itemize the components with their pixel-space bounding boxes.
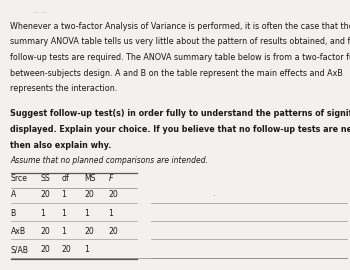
Text: SS: SS	[40, 174, 50, 183]
Text: B: B	[10, 209, 16, 218]
Text: 20: 20	[40, 190, 50, 199]
Text: 20: 20	[40, 245, 50, 254]
Text: 20: 20	[108, 227, 118, 236]
Text: between-subjects design. A and B on the table represent the main effects and AxB: between-subjects design. A and B on the …	[10, 69, 343, 77]
Text: MS: MS	[84, 174, 96, 183]
Text: 1: 1	[61, 190, 66, 199]
Text: Srce: Srce	[10, 174, 28, 183]
Text: represents the interaction.: represents the interaction.	[10, 84, 118, 93]
Text: 1: 1	[108, 209, 113, 218]
Text: 20: 20	[84, 227, 94, 236]
Text: Suggest follow-up test(s) in order fully to understand the patterns of significa: Suggest follow-up test(s) in order fully…	[10, 109, 350, 118]
Text: 1: 1	[84, 209, 89, 218]
Text: displayed. Explain your choice. If you believe that no follow-up tests are neces: displayed. Explain your choice. If you b…	[10, 125, 350, 134]
Text: 20: 20	[40, 227, 50, 236]
Text: 1: 1	[61, 209, 66, 218]
Text: 20: 20	[84, 190, 94, 199]
Text: A: A	[10, 190, 16, 199]
Text: df: df	[61, 174, 69, 183]
Text: 20: 20	[61, 245, 71, 254]
Text: Assume that no planned comparisons are intended.: Assume that no planned comparisons are i…	[10, 156, 209, 165]
Text: 1: 1	[61, 227, 66, 236]
Text: ... ...: ... ...	[33, 9, 47, 14]
Text: follow-up tests are required. The ANOVA summary table below is from a two-factor: follow-up tests are required. The ANOVA …	[10, 53, 350, 62]
Text: then also explain why.: then also explain why.	[10, 141, 112, 150]
Text: .: .	[212, 189, 215, 198]
Text: 1: 1	[84, 245, 89, 254]
Text: 20: 20	[108, 190, 118, 199]
Text: AxB: AxB	[10, 227, 26, 236]
Text: Whenever a two-factor Analysis of Variance is performed, it is often the case th: Whenever a two-factor Analysis of Varian…	[10, 22, 350, 31]
Text: S/AB: S/AB	[10, 245, 28, 254]
Text: F: F	[108, 174, 113, 183]
Text: 1: 1	[40, 209, 45, 218]
Text: summary ANOVA table tells us very little about the pattern of results obtained, : summary ANOVA table tells us very little…	[10, 37, 350, 46]
